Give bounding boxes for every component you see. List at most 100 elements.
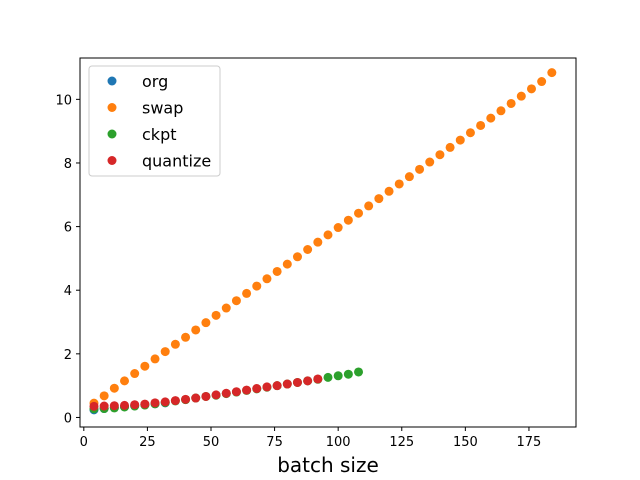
legend-marker-quantize bbox=[107, 156, 117, 165]
y-tick-label: 4 bbox=[64, 284, 72, 299]
swap-point bbox=[465, 128, 475, 138]
legend-label-swap: swap bbox=[142, 99, 183, 118]
ckpt-point bbox=[343, 369, 353, 379]
quantize-point bbox=[120, 400, 130, 410]
ckpt-point bbox=[323, 372, 333, 382]
quantize-point bbox=[99, 401, 109, 411]
x-tick-label: 100 bbox=[326, 435, 351, 450]
swap-point bbox=[354, 208, 364, 218]
legend-label-quantize: quantize bbox=[142, 152, 211, 171]
swap-point bbox=[181, 332, 191, 342]
swap-point bbox=[516, 91, 526, 101]
swap-point bbox=[343, 215, 353, 225]
swap-point bbox=[191, 325, 201, 335]
swap-point bbox=[404, 172, 414, 182]
legend-marker-swap bbox=[107, 103, 117, 112]
plot-frame bbox=[79, 57, 577, 428]
x-tick-label: 75 bbox=[266, 435, 283, 450]
swap-point bbox=[435, 150, 445, 160]
y-tick-label: 0 bbox=[64, 411, 72, 426]
x-tick-label: 25 bbox=[139, 435, 156, 450]
swap-point bbox=[282, 259, 292, 269]
quantize-point bbox=[252, 384, 262, 394]
y-tick-label: 2 bbox=[64, 348, 72, 363]
swap-point bbox=[120, 376, 130, 386]
quantize-point bbox=[89, 401, 99, 411]
swap-point bbox=[526, 84, 536, 94]
swap-point bbox=[415, 164, 425, 174]
x-axis-title: batch size bbox=[277, 453, 379, 477]
swap-point bbox=[323, 230, 333, 240]
swap-point bbox=[221, 303, 231, 313]
y-tick-label: 10 bbox=[55, 93, 72, 108]
legend-label-org: org bbox=[142, 72, 168, 91]
quantize-point bbox=[242, 385, 252, 395]
swap-point bbox=[445, 142, 455, 152]
quantize-point bbox=[170, 396, 180, 406]
swap-point bbox=[160, 347, 170, 357]
swap-point bbox=[150, 354, 160, 364]
quantize-point bbox=[109, 401, 119, 411]
legend-marker-org bbox=[107, 76, 117, 86]
quantize-point bbox=[282, 379, 292, 389]
series-quantize bbox=[89, 374, 323, 411]
quantize-point bbox=[313, 374, 323, 384]
swap-point bbox=[455, 135, 465, 145]
swap-point bbox=[506, 98, 516, 108]
swap-point bbox=[231, 296, 241, 306]
x-tick-label: 125 bbox=[389, 435, 414, 450]
quantize-point bbox=[303, 376, 313, 386]
series-swap bbox=[89, 68, 557, 408]
axis-ticks: 0 25 50 75 100 125 150 175 0 2 4 6 8 10 bbox=[55, 93, 541, 450]
legend-box bbox=[88, 65, 221, 177]
x-tick-label: 175 bbox=[517, 435, 542, 450]
ckpt-point bbox=[333, 371, 343, 381]
swap-point bbox=[109, 383, 119, 393]
swap-point bbox=[99, 391, 109, 401]
swap-point bbox=[425, 157, 435, 167]
quantize-point bbox=[231, 387, 241, 397]
swap-point bbox=[252, 281, 262, 291]
x-tick-label: 0 bbox=[80, 435, 88, 450]
swap-point bbox=[140, 361, 150, 371]
swap-point bbox=[262, 274, 272, 284]
swap-point bbox=[364, 201, 374, 211]
legend-label-ckpt: ckpt bbox=[142, 125, 177, 144]
swap-point bbox=[303, 245, 313, 254]
quantize-point bbox=[191, 393, 201, 403]
ckpt-point bbox=[354, 367, 364, 377]
legend-marker-ckpt bbox=[107, 129, 117, 139]
quantize-point bbox=[130, 400, 140, 410]
swap-point bbox=[384, 186, 394, 196]
swap-point bbox=[394, 179, 404, 189]
x-tick-label: 150 bbox=[453, 435, 478, 450]
swap-point bbox=[242, 288, 252, 298]
swap-point bbox=[333, 223, 343, 233]
quantize-point bbox=[150, 398, 160, 408]
quantize-point bbox=[160, 397, 170, 407]
quantize-point bbox=[292, 377, 302, 387]
swap-point bbox=[313, 237, 323, 247]
x-tick-label: 50 bbox=[203, 435, 220, 450]
swap-point bbox=[170, 339, 180, 349]
quantize-point bbox=[221, 388, 231, 398]
data-points bbox=[89, 68, 557, 415]
swap-point bbox=[130, 369, 140, 379]
swap-point bbox=[374, 194, 384, 204]
swap-point bbox=[486, 113, 496, 123]
swap-point bbox=[496, 106, 506, 116]
swap-point bbox=[537, 77, 547, 87]
quantize-point bbox=[262, 382, 272, 392]
swap-point bbox=[547, 68, 557, 78]
quantize-point bbox=[181, 394, 191, 404]
swap-point bbox=[211, 310, 221, 320]
y-tick-label: 6 bbox=[64, 221, 72, 236]
quantize-point bbox=[272, 381, 282, 391]
swap-point bbox=[272, 266, 282, 276]
legend: org swap ckpt quantize bbox=[88, 65, 221, 177]
swap-point bbox=[201, 318, 211, 328]
swap-point bbox=[476, 120, 486, 130]
quantize-point bbox=[201, 391, 211, 401]
swap-point bbox=[292, 252, 302, 262]
